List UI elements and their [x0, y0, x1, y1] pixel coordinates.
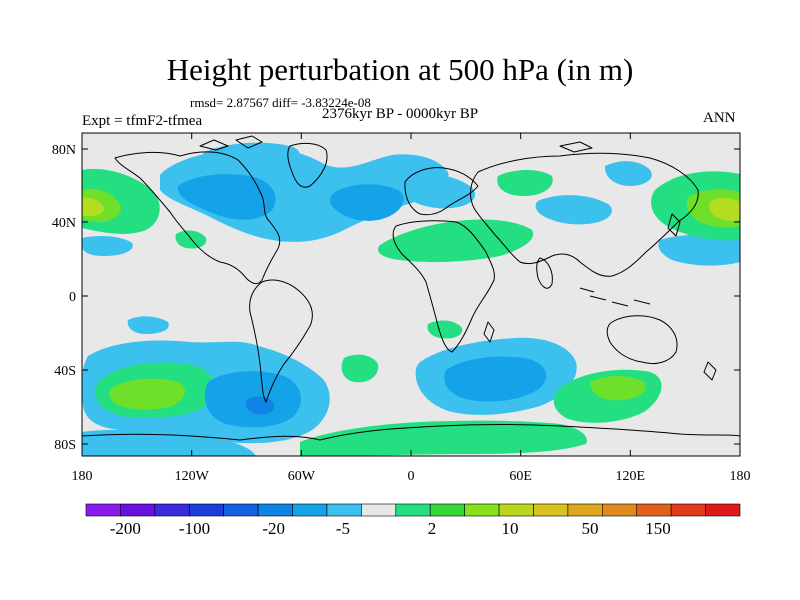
experiment-label: Expt = tfmF2-tfmea	[82, 113, 203, 129]
field-contours	[82, 142, 740, 456]
indonesia-coast	[579, 287, 651, 307]
negative-anomaly-antarctica-west	[82, 429, 256, 456]
colorbar-swatch	[533, 503, 569, 517]
colorbar-swatch	[223, 503, 259, 517]
africa-coast	[392, 220, 495, 353]
plot-title: Height perturbation at 500 hPa (in m)	[166, 52, 634, 87]
negative-anomaly-canada-core	[177, 174, 276, 220]
lon-label-180e: 180	[730, 469, 751, 484]
colorbar-swatch	[188, 503, 224, 517]
lat-label-eq: 0	[69, 290, 76, 305]
greenland-coast	[287, 142, 328, 188]
negative-anomaly-north-pacific-west	[82, 235, 133, 256]
colorbar-swatch	[292, 503, 328, 517]
negative-anomaly-greenland	[202, 142, 300, 176]
colorbar-swatch	[395, 503, 431, 517]
positive-anomaly-siberia	[497, 170, 553, 196]
lon-label-0: 0	[408, 469, 415, 484]
coastlines	[82, 135, 740, 441]
australia-coast	[606, 315, 678, 365]
colorbar-label-neg5: -5	[336, 519, 350, 538]
colorbar-swatch	[85, 503, 121, 517]
colorbar-label-neg200: -200	[110, 519, 141, 538]
negative-anomaly-drake-core	[245, 396, 275, 415]
map-panel	[82, 133, 740, 456]
positive-anomaly-south-atlantic	[341, 354, 379, 383]
lat-label-40n: 40N	[52, 216, 76, 231]
negative-anomaly-north-pacific-east	[658, 234, 740, 266]
colorbar-label-150: 150	[645, 519, 671, 538]
colorbar-swatch	[326, 503, 362, 517]
lat-label-80n: 80N	[52, 143, 76, 158]
positive-anomaly-south-indian-core	[590, 376, 646, 401]
colorbar-swatch	[361, 503, 397, 517]
lat-label-80s: 80S	[54, 438, 76, 453]
asia-coast	[470, 152, 699, 277]
negative-anomaly-europe	[400, 173, 476, 209]
madagascar-coast	[483, 321, 495, 343]
colorbar-swatch	[429, 503, 465, 517]
negative-anomaly-atlantic-core	[329, 184, 404, 221]
south-america-coast	[249, 279, 313, 403]
north-america-coast	[114, 151, 281, 285]
colorbar-swatch	[257, 503, 293, 517]
colorbar-swatch	[567, 503, 603, 517]
colorbar-label-10: 10	[502, 519, 519, 538]
positive-anomaly-south-pacific-core	[109, 378, 186, 410]
colorbar-label-neg20: -20	[262, 519, 285, 538]
negative-anomaly-tropical-pacific	[127, 316, 169, 334]
colorbar-swatch	[120, 503, 156, 517]
positive-anomaly-south-atlantic-small	[427, 320, 463, 339]
lon-label-120w: 120W	[175, 469, 210, 484]
colorbar-swatch	[154, 503, 190, 517]
lon-label-180w: 180	[72, 469, 93, 484]
positive-anomaly-north-america	[175, 230, 207, 249]
negative-anomaly-asia	[535, 195, 612, 225]
colorbar-swatch	[636, 503, 672, 517]
india-coast	[536, 257, 553, 289]
colorbar-label-2: 2	[428, 519, 437, 538]
colorbar-swatch	[670, 503, 706, 517]
negative-anomaly-south-indian-core	[444, 356, 547, 402]
colorbar-swatch	[602, 503, 638, 517]
positive-anomaly-east-pacific-peak	[709, 197, 740, 221]
colorbar-swatch	[498, 503, 534, 517]
rmsd-stats: rmsd= 2.87567 diff= -3.83224e-08	[190, 95, 371, 110]
lon-label-120e: 120E	[616, 469, 646, 484]
new-zealand-coast	[703, 361, 717, 381]
positive-anomaly-west-pacific-peak	[82, 197, 104, 216]
japan-coast	[667, 213, 681, 237]
period-label: 2376kyr BP - 0000kyr BP	[322, 106, 479, 122]
axis-ticks	[81, 133, 741, 456]
colorbar-swatch	[464, 503, 500, 517]
colorbar-swatch	[705, 503, 741, 517]
colorbar-label-neg100: -100	[179, 519, 210, 538]
colorbar	[85, 503, 741, 517]
lon-label-60w: 60W	[288, 469, 316, 484]
positive-anomaly-mediterranean	[378, 219, 534, 263]
lon-label-60e: 60E	[509, 469, 532, 484]
antarctica-coast	[82, 424, 740, 441]
colorbar-label-50: 50	[582, 519, 599, 538]
europe-coast	[404, 167, 479, 216]
positive-anomaly-antarctica	[300, 420, 587, 456]
negative-anomaly-east-asia	[604, 161, 652, 186]
arctic-islands-coast	[199, 135, 593, 153]
lat-label-40s: 40S	[54, 364, 76, 379]
season-label: ANN	[703, 110, 736, 126]
